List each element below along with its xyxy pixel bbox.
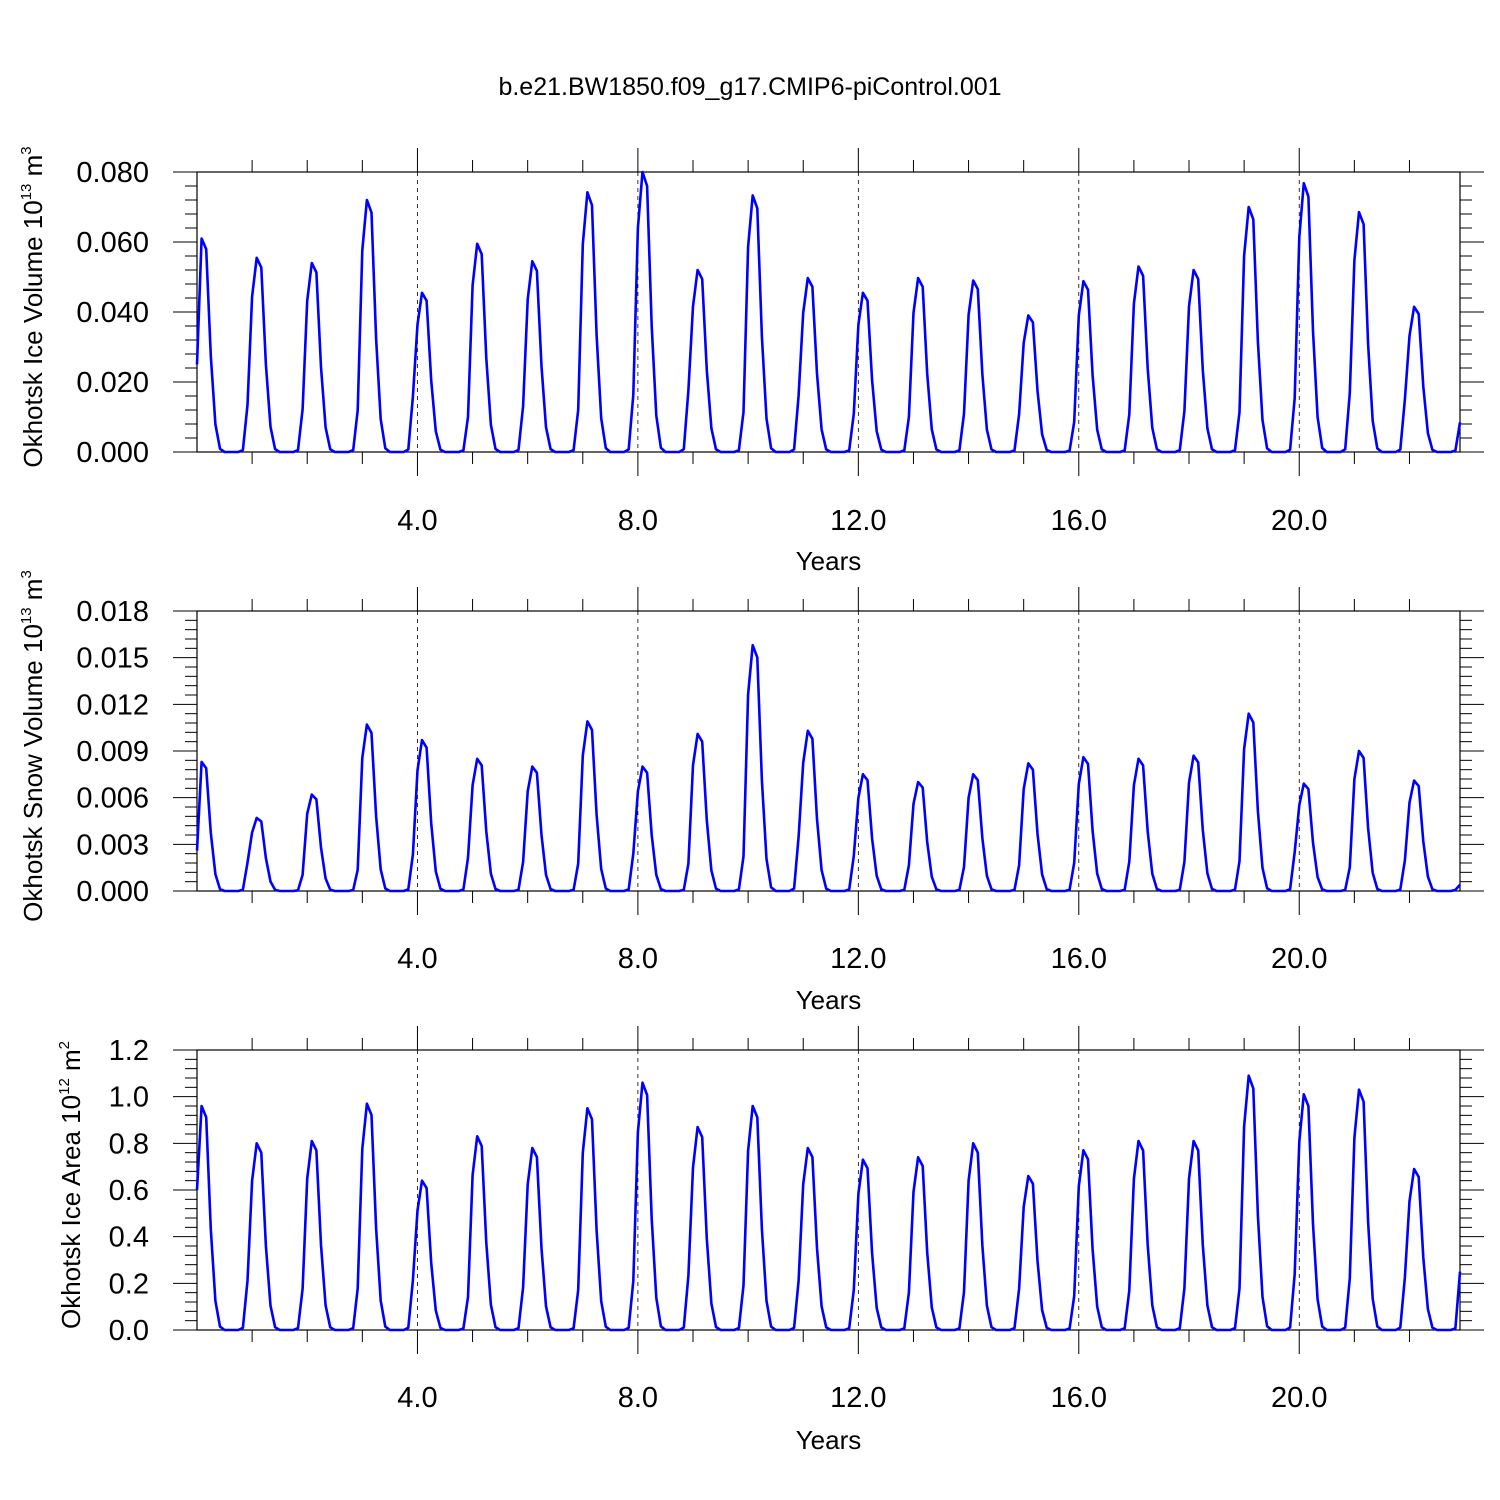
y-tick-label: 0.080 bbox=[76, 157, 149, 189]
y-tick-label: 0.2 bbox=[109, 1268, 149, 1300]
y-tick-label: 0.8 bbox=[109, 1128, 149, 1160]
x-tick-label: 16.0 bbox=[1051, 1382, 1107, 1414]
y-tick-label: 0.020 bbox=[76, 367, 149, 399]
x-tick-label: 8.0 bbox=[618, 943, 658, 975]
x-tick-label: 12.0 bbox=[830, 505, 886, 537]
y-tick-label: 0.009 bbox=[76, 736, 149, 768]
y-tick-label: 0.000 bbox=[76, 876, 149, 908]
x-tick-label: 4.0 bbox=[397, 505, 437, 537]
x-tick-label: 8.0 bbox=[618, 1382, 658, 1414]
y-tick-label: 1.2 bbox=[109, 1035, 149, 1067]
x-tick-label: 12.0 bbox=[830, 943, 886, 975]
y-tick-label: 0.000 bbox=[76, 437, 149, 469]
y-tick-label: 0.003 bbox=[76, 829, 149, 861]
x-tick-label: 20.0 bbox=[1271, 943, 1327, 975]
panel-2: 0.000 0.003 0.006 0.009 0.012 0.015 0.018 4.0 8.… bbox=[18, 570, 1484, 1015]
panel-1: 0.000 0.020 0.040 0.060 0.080 4.0 8.0 12.0 16.0 2… bbox=[18, 146, 1484, 576]
y-tick-label: 0.0 bbox=[109, 1315, 149, 1347]
y-tick-label: 0.6 bbox=[109, 1175, 149, 1207]
series-line bbox=[195, 643, 1461, 893]
x-tick-label: 16.0 bbox=[1051, 943, 1107, 975]
x-tick-label: 20.0 bbox=[1271, 1382, 1327, 1414]
panel-3: 0.0 0.2 0.4 0.6 0.8 1.0 1.2 4.0 8.0 12.0 16.0 20.0 Y… bbox=[56, 1026, 1484, 1455]
x-axis-label: Years bbox=[796, 546, 862, 576]
y-axis-label: Okhotsk Snow Volume 1013 m3 bbox=[18, 570, 48, 922]
plot-frame bbox=[196, 610, 1461, 892]
x-tick-label: 4.0 bbox=[397, 1382, 437, 1414]
plot-frame bbox=[196, 1049, 1461, 1331]
y-tick-label: 0.040 bbox=[76, 297, 149, 329]
y-tick-label: 0.012 bbox=[76, 689, 149, 721]
plot-frame bbox=[196, 171, 1461, 453]
x-tick-label: 8.0 bbox=[618, 505, 658, 537]
y-axis-label: Okhotsk Ice Area 1012 m2 bbox=[56, 1041, 86, 1329]
x-axis-label: Years bbox=[796, 985, 862, 1015]
x-tick-label: 4.0 bbox=[397, 943, 437, 975]
y-tick-label: 0.4 bbox=[109, 1222, 149, 1254]
y-tick-label: 1.0 bbox=[109, 1082, 149, 1114]
y-axis-label: Okhotsk Ice Volume 1013 m3 bbox=[18, 146, 48, 467]
figure-title: b.e21.BW1850.f09_g17.CMIP6-piControl.001 bbox=[498, 73, 1001, 101]
x-axis-label: Years bbox=[796, 1425, 862, 1455]
y-tick-label: 0.018 bbox=[76, 596, 149, 628]
x-tick-label: 20.0 bbox=[1271, 505, 1327, 537]
y-tick-label: 0.006 bbox=[76, 783, 149, 815]
x-tick-label: 16.0 bbox=[1051, 505, 1107, 537]
y-tick-label: 0.060 bbox=[76, 227, 149, 259]
series-line bbox=[195, 170, 1462, 454]
panels: 0.000 0.020 0.040 0.060 0.080 4.0 8.0 12.0 16.0 2… bbox=[18, 146, 1484, 1455]
series-line bbox=[195, 1074, 1462, 1332]
x-tick-label: 12.0 bbox=[830, 1382, 886, 1414]
y-tick-label: 0.015 bbox=[76, 643, 149, 675]
